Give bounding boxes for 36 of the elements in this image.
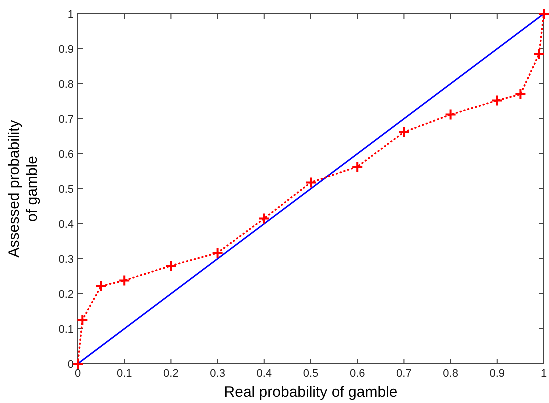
point bbox=[491, 94, 504, 107]
point bbox=[76, 314, 89, 326]
x-tick-label: 0.4 bbox=[256, 368, 272, 380]
point bbox=[212, 247, 224, 260]
y-axis-title: Assessed probability of gamble bbox=[6, 120, 41, 258]
point bbox=[352, 160, 364, 173]
y-tick-label: 0.2 bbox=[58, 289, 74, 301]
point bbox=[118, 274, 131, 287]
point bbox=[165, 260, 178, 272]
y-tick-label: 0.5 bbox=[58, 184, 74, 196]
y-tick-label: 0.4 bbox=[58, 219, 74, 231]
point bbox=[444, 108, 457, 121]
point bbox=[514, 88, 527, 100]
point bbox=[533, 48, 546, 60]
y-tick-label: 0.9 bbox=[58, 44, 74, 56]
x-tick-label: 0.1 bbox=[116, 368, 132, 380]
y-tick-label: 1 bbox=[68, 9, 74, 21]
point bbox=[305, 176, 317, 189]
point bbox=[398, 126, 410, 138]
x-tick-label: 0.5 bbox=[303, 368, 319, 380]
x-tick-label: 0.6 bbox=[350, 368, 366, 380]
x-tick-label: 0.2 bbox=[164, 368, 179, 380]
y-tick-label: 0.6 bbox=[58, 149, 74, 161]
x-tick-label: 0.7 bbox=[396, 368, 412, 380]
y-tick-label: 0.1 bbox=[58, 324, 74, 336]
x-axis-title: Real probability of gamble bbox=[224, 384, 398, 401]
x-tick-label: 0.8 bbox=[443, 368, 458, 380]
y-tick-label: 0.3 bbox=[58, 254, 74, 266]
y-tick-label: 0.7 bbox=[58, 114, 74, 126]
point bbox=[95, 280, 108, 292]
point bbox=[538, 8, 549, 20]
x-tick-label: 0.3 bbox=[210, 368, 226, 380]
x-tick-label: 0.9 bbox=[490, 368, 506, 380]
y-tick-label: 0.8 bbox=[58, 79, 74, 91]
point bbox=[258, 212, 270, 225]
x-tick-label: 1 bbox=[540, 368, 548, 380]
